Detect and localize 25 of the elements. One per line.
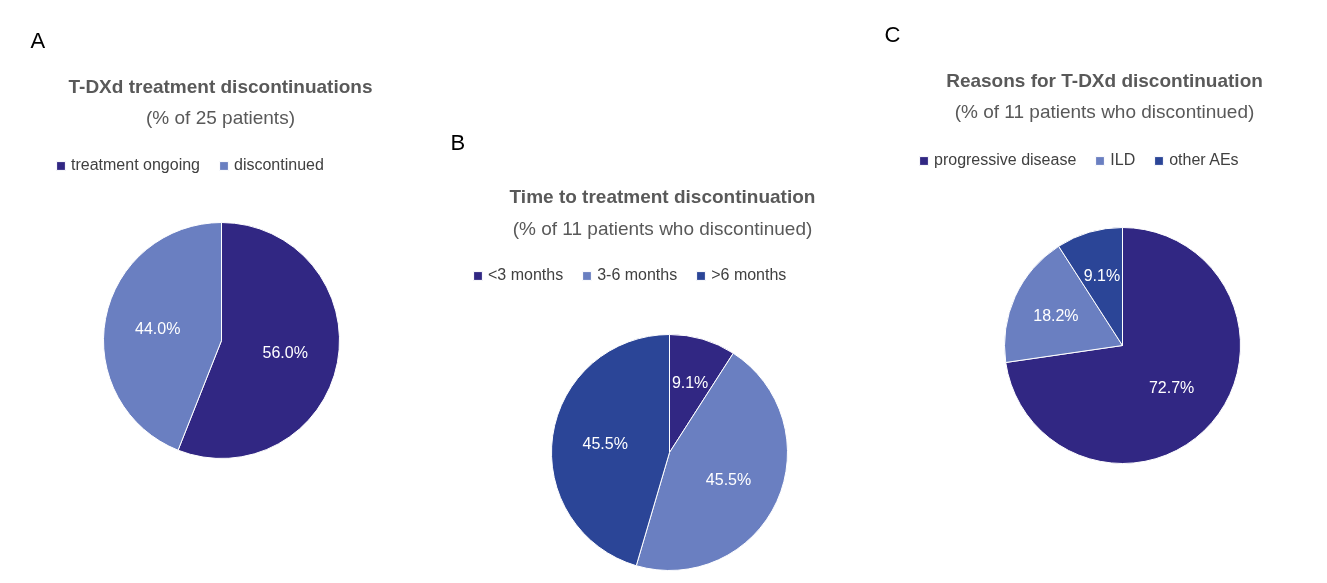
text: C [884,21,901,47]
data-label: 44.0% [135,319,181,337]
data-label: 45.5% [582,434,628,452]
data-label: 9.1% [1083,266,1121,284]
data-label: 72.7% [1148,379,1195,397]
data-label: 9.1% [671,373,709,391]
chart-subtitle: (% of 11 patients who discontinued) [954,101,1255,122]
legend-label: >6 months [711,266,787,284]
chart-title: Time to treatment discontinuation [509,186,816,207]
legend-label: treatment ongoing [71,156,200,174]
legend-label: 3-6 months [597,266,678,284]
data-label: 45.5% [705,470,752,488]
legend-label: <3 months [488,266,564,284]
legend-label: other AEs [1169,151,1239,169]
chart-title: Reasons for T-DXd discontinuation [946,70,1263,91]
data-label: 18.2% [1033,306,1079,324]
legend-label: ILD [1110,151,1136,169]
text: A [30,27,46,53]
legend-label: discontinued [233,156,324,174]
data-label: 56.0% [262,344,308,362]
chart-subtitle: (% of 11 patients who discontinued) [512,218,813,239]
chart-subtitle: (% of 25 patients) [146,107,295,128]
chart-title: T-DXd treatment discontinuations [68,76,373,97]
legend-label: progressive disease [934,151,1077,169]
text: B [450,129,466,155]
